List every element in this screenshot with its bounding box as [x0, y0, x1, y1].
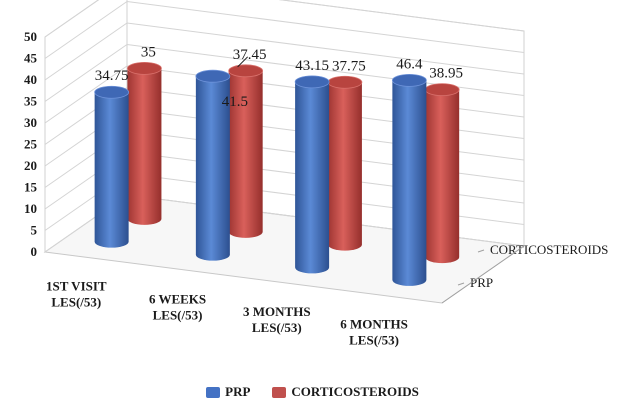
- bar-corticosteroids-2: [327, 75, 363, 251]
- data-label: 46.4: [396, 56, 423, 72]
- bars: [94, 61, 460, 286]
- bar-body: [228, 70, 263, 238]
- bar-top: [94, 85, 130, 99]
- bar-prp-2: [294, 75, 330, 274]
- bar-corticosteroids-1: [228, 64, 264, 238]
- bar-prp-1: [195, 69, 231, 261]
- bar-top: [195, 69, 231, 83]
- y-tick-label: 30: [24, 115, 37, 130]
- data-label: 35: [141, 44, 156, 60]
- legend-item-prp: PRP: [206, 384, 250, 400]
- data-label: 41.5: [222, 94, 248, 110]
- bar-prp-0: [94, 85, 130, 248]
- y-tick-label: 25: [24, 137, 38, 152]
- legend-label-prp: PRP: [225, 384, 251, 399]
- y-tick-label: 45: [24, 51, 38, 66]
- data-label: 38.95: [429, 66, 463, 82]
- y-tick-label: 35: [24, 94, 38, 109]
- gridline: [44, 43, 525, 102]
- bar-prp-3: [391, 73, 427, 286]
- data-label: 43.15: [295, 58, 329, 74]
- y-tick-label: 40: [24, 72, 37, 87]
- gridline: [44, 22, 525, 81]
- bar-top: [327, 75, 363, 89]
- depth-axis-labels: CORTICOSTEROIDS PRP: [441, 242, 608, 304]
- depth-axis-label: PRP: [470, 275, 493, 290]
- gridline: [44, 65, 525, 124]
- gridline: [44, 86, 525, 145]
- category-label: 3 MONTHS LES(/53): [243, 304, 311, 335]
- y-axis-ticks: 0 5 10 15 20 25 30 35 40 45 50: [24, 29, 38, 259]
- gridline: [44, 0, 525, 59]
- y-tick-label: 50: [24, 29, 37, 44]
- bar-top: [228, 64, 264, 78]
- legend: PRP CORTICOSTEROIDS: [0, 383, 625, 401]
- data-label: 37.75: [332, 58, 366, 74]
- data-label: 34.75: [95, 68, 129, 84]
- legend-item-corticosteroids: CORTICOSTEROIDS: [272, 384, 419, 400]
- category-label: 1ST VISIT LES(/53): [46, 278, 107, 309]
- bar-corticosteroids-3: [424, 83, 460, 264]
- bar-corticosteroids-0: [127, 61, 162, 225]
- legend-swatch-corticosteroids: [272, 386, 287, 398]
- gridlines: [44, 0, 525, 253]
- category-label: 6 MONTHS LES(/53): [340, 317, 408, 348]
- bar-top: [294, 75, 330, 89]
- bar-body: [327, 82, 362, 251]
- depth-tick: [477, 249, 485, 253]
- y-tick-label: 20: [24, 158, 37, 173]
- y-tick-label: 10: [24, 201, 37, 216]
- bar-body: [295, 81, 330, 274]
- gridline: [44, 0, 525, 38]
- legend-label-corticosteroids: CORTICOSTEROIDS: [291, 384, 419, 399]
- bar-body: [94, 92, 129, 248]
- category-label: 6 WEEKS LES(/53): [149, 291, 206, 322]
- bar-top: [424, 83, 460, 97]
- data-label: 37.45: [233, 47, 267, 63]
- bar-body: [392, 80, 427, 286]
- depth-tick: [457, 282, 465, 286]
- bar-body: [425, 89, 460, 264]
- depth-axis-line: [441, 245, 525, 304]
- legend-swatch-prp: [206, 386, 221, 398]
- bar-body: [195, 76, 230, 261]
- data-label-leader: [237, 56, 249, 68]
- y-tick-label: 5: [31, 223, 38, 238]
- category-labels: 1ST VISIT LES(/53) 6 WEEKS LES(/53) 3 MONTHS…: [46, 278, 408, 347]
- data-labels: 35 37.45 37.75 38.95 34.75 41.5 43.15 46.4: [95, 44, 463, 110]
- depth-axis-label: CORTICOSTEROIDS: [490, 242, 608, 257]
- y-tick-label: 15: [24, 180, 38, 195]
- y-tick-label: 0: [31, 244, 38, 259]
- bar-body: [127, 68, 162, 225]
- bar-top: [391, 73, 427, 87]
- bar-top: [127, 61, 162, 75]
